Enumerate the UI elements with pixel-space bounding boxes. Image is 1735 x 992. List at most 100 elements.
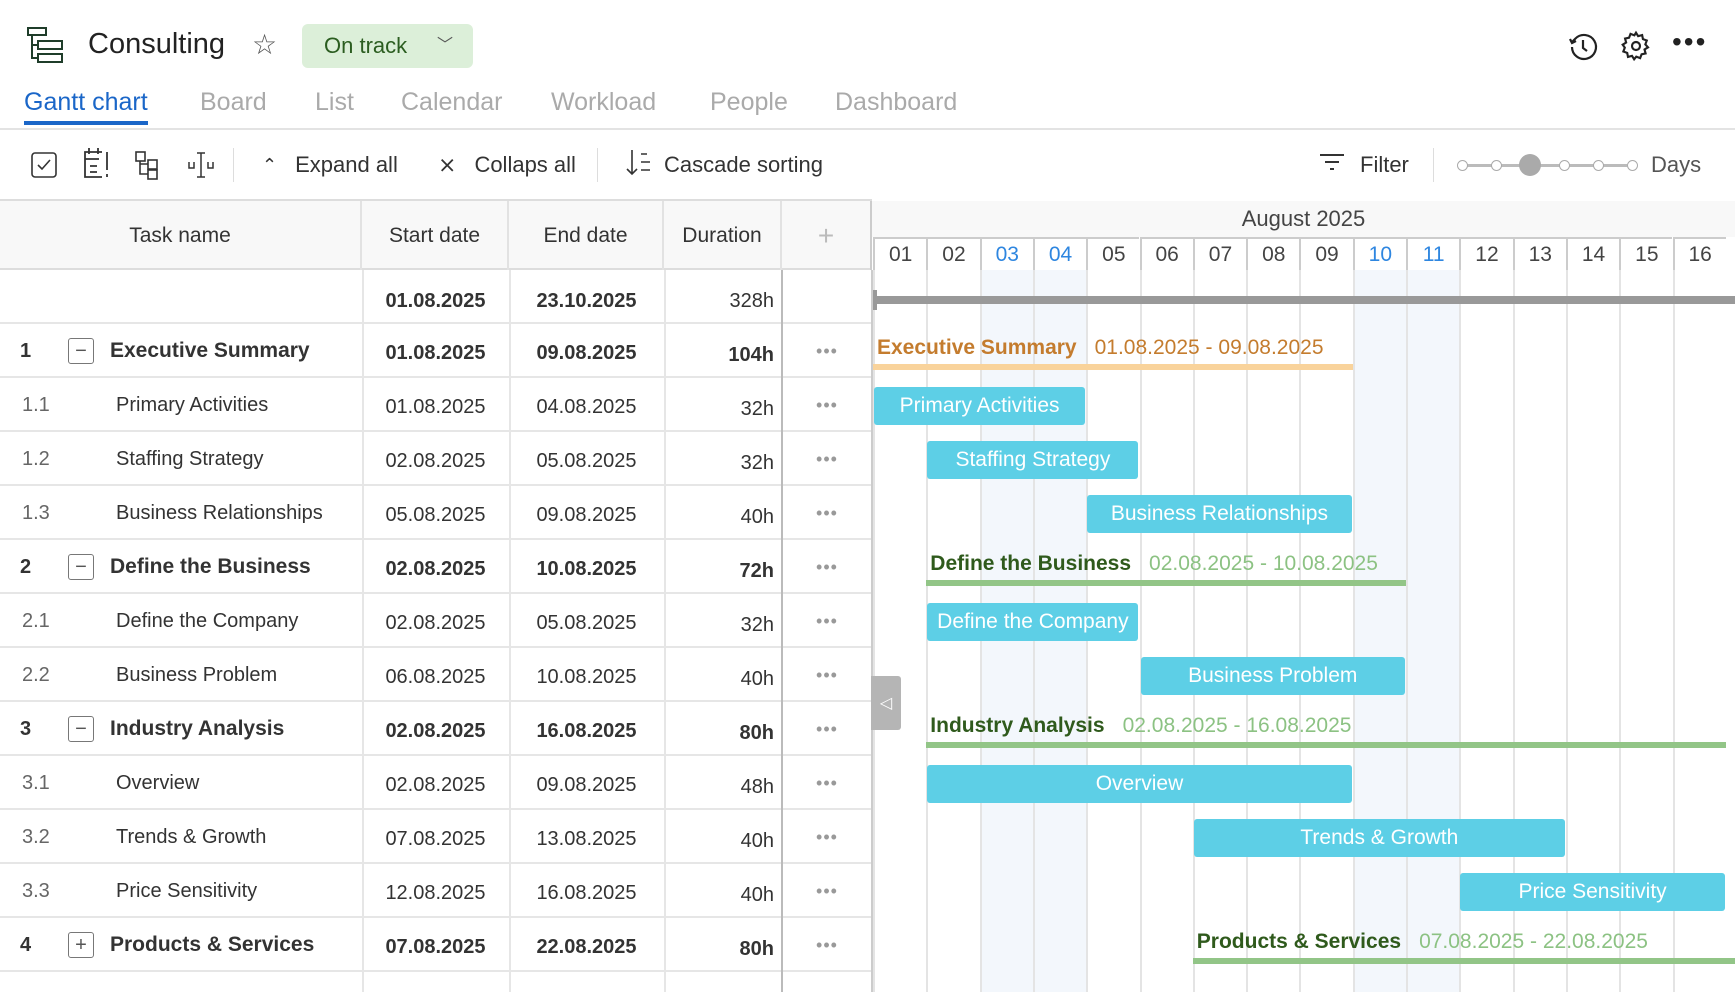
hierarchy-icon[interactable] [134,150,162,185]
task-name[interactable]: Executive Summary [110,339,310,362]
row-actions-icon[interactable]: ••• [816,718,838,739]
table-row[interactable]: 4 + Products & Services 07.08.2025 22.08.202… [0,918,871,972]
project-summary-bar [873,296,1735,304]
split-icon[interactable] [186,150,216,185]
task-name[interactable]: Business Problem [116,663,278,686]
summary-bar[interactable] [926,742,1726,748]
tab-dashboard[interactable]: Dashboard [835,88,958,116]
task-bar[interactable]: Trends & Growth [1193,819,1565,857]
filter-icon [1318,152,1346,178]
table-row[interactable]: 1.2 Staffing Strategy 02.08.2025 05.08.2025… [0,432,871,486]
tab-board[interactable]: Board [200,88,267,116]
task-bar[interactable]: Price Sensitivity [1460,873,1725,911]
task-name[interactable]: Industry Analysis [110,717,285,740]
table-row[interactable]: 3.3 Price Sensitivity 12.08.2025 16.08.2025… [0,864,871,918]
table-row[interactable]: 1 − Executive Summary 01.08.2025 09.08.2025 1… [0,324,871,378]
task-name[interactable]: Business Relationships [116,501,323,524]
task-name[interactable]: Define the Company [116,609,299,632]
gear-icon[interactable] [1620,30,1652,67]
task-number: 3.3 [22,879,50,902]
row-actions-icon[interactable]: ••• [816,610,838,631]
row-actions-icon[interactable]: ••• [816,664,838,685]
task-duration: 72h [739,559,774,582]
row-actions-icon[interactable]: ••• [816,934,838,955]
tab-gantt-chart[interactable]: Gantt chart [24,88,148,125]
column-duration[interactable]: Duration [664,201,782,270]
tab-list[interactable]: List [315,88,354,116]
add-column-button[interactable]: + [782,201,872,270]
row-actions-icon[interactable]: ••• [816,448,838,469]
summary-bar[interactable] [1192,958,1735,964]
task-number: 2 [20,555,32,578]
table-row[interactable]: 2 − Define the Business 02.08.2025 10.08.202… [0,540,871,594]
timeline-day-column [1672,270,1726,992]
project-tree-icon [26,26,66,69]
collapse-icon[interactable]: − [68,554,94,580]
collapse-icon[interactable]: − [68,338,94,364]
timeline-day-column [1139,270,1193,992]
row-actions-icon[interactable]: ••• [816,880,838,901]
task-name[interactable]: Staffing Strategy [116,447,264,470]
task-name[interactable]: Primary Activities [116,393,269,416]
task-duration: 40h [740,505,774,528]
column-task-name[interactable]: Task name [0,201,362,270]
table-row[interactable]: 2.1 Define the Company 02.08.2025 05.08.202… [0,594,871,648]
task-start-date: 05.08.2025 [385,503,486,526]
row-actions-icon[interactable]: ••• [816,340,838,361]
task-name[interactable]: Trends & Growth [116,825,267,848]
total-end: 23.10.2025 [536,289,637,312]
zoom-slider[interactable] [1456,152,1638,178]
collapse-icon[interactable]: − [68,716,94,742]
row-actions-icon[interactable]: ••• [816,556,838,577]
history-icon[interactable] [1566,30,1600,69]
tab-people[interactable]: People [710,88,788,116]
project-summary-start [873,290,877,310]
task-name[interactable]: Overview [116,771,200,794]
filter-button[interactable]: Filter [1318,150,1409,180]
checkbox-icon[interactable] [30,151,58,184]
summary-bar[interactable] [926,580,1406,586]
summary-bar[interactable] [873,364,1353,370]
more-icon[interactable]: ••• [1672,26,1708,57]
table-row[interactable]: 1.3 Business Relationships 05.08.2025 09.08… [0,486,871,540]
table-row[interactable]: 3.2 Trends & Growth 07.08.2025 13.08.2025 40… [0,810,871,864]
task-duration: 32h [740,397,774,420]
table-row[interactable]: 3.1 Overview 02.08.2025 09.08.2025 48h ••• [0,756,871,810]
total-duration: 328h [729,289,775,312]
cascade-sorting-button[interactable]: Cascade sorting [624,150,823,180]
task-name[interactable]: Products & Services [110,933,315,956]
expand-icon[interactable]: + [68,932,94,958]
tab-calendar[interactable]: Calendar [401,88,503,116]
task-name[interactable]: Price Sensitivity [116,879,258,902]
column-start-date[interactable]: Start date [362,201,509,270]
expand-all-button[interactable]: ⌃ Expand all [262,150,398,180]
timeline-day: 11 [1406,237,1460,270]
table-row[interactable]: 1.1 Primary Activities 01.08.2025 04.08.202… [0,378,871,432]
task-bar[interactable]: Overview [927,765,1352,803]
slider-thumb[interactable] [1519,154,1541,176]
row-actions-icon[interactable]: ••• [816,826,838,847]
tab-workload[interactable]: Workload [551,88,657,116]
task-bar[interactable]: Primary Activities [874,387,1086,425]
row-actions-icon[interactable]: ••• [816,394,838,415]
task-bar[interactable]: Staffing Strategy [927,441,1139,479]
table-row[interactable]: 2.2 Business Problem 06.08.2025 10.08.2025 4… [0,648,871,702]
collapse-all-button[interactable]: ⨯ Collaps all [438,150,576,180]
collapse-grid-handle[interactable]: ◁ [871,676,901,730]
task-bar[interactable]: Define the Company [927,603,1139,641]
timeline-day-column [873,270,926,992]
column-end-date[interactable]: End date [509,201,664,270]
timeline-day: 16 [1672,237,1726,270]
calendar-alert-icon[interactable] [82,146,112,185]
task-bar[interactable]: Business Problem [1140,657,1405,695]
status-dropdown[interactable]: On track ﹀ [302,24,473,68]
slider-track [1462,164,1627,167]
table-row[interactable]: 3 − Industry Analysis 02.08.2025 16.08.2025 8… [0,702,871,756]
task-name[interactable]: Define the Business [110,555,311,578]
task-end-date: 09.08.2025 [536,773,637,796]
row-actions-icon[interactable]: ••• [816,772,838,793]
task-bar[interactable]: Business Relationships [1087,495,1352,533]
row-actions-icon[interactable]: ••• [816,502,838,523]
star-icon[interactable]: ☆ [252,29,278,60]
timeline-day: 02 [926,237,980,270]
